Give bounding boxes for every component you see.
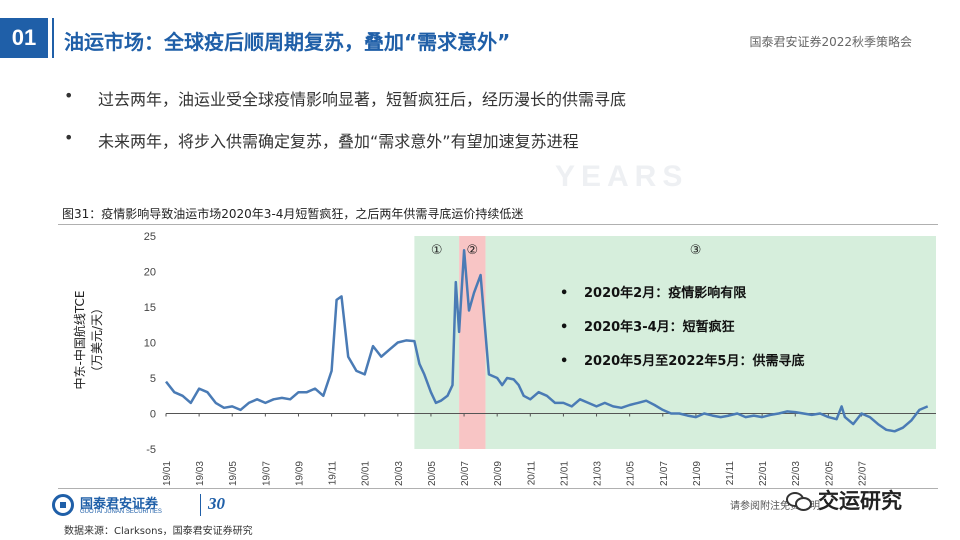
x-tick-label: 22/01 [758,461,769,486]
tce-series-line [165,248,929,433]
footer-divider [58,488,938,489]
bullet-item: • 过去两年，油运业受全球疫情影响显著，短暂疯狂后，经历漫长的供需寻底 [64,86,626,110]
y-tick-label: 10 [144,338,156,350]
logo-name-en: GUOTAI JUNAN SECURITIES [80,509,162,515]
y-tick-label: 20 [144,267,156,279]
annotation-bullet: • [560,320,568,335]
y-tick-label: 15 [144,302,156,314]
phase-label-3: ③ [690,243,702,258]
phase-label-2: ② [467,243,479,258]
x-tick-label: 22/03 [791,461,802,486]
conference-title: 国泰君安证券2022秋季策略会 [749,35,912,49]
x-tick-label: 19/07 [261,461,272,486]
watermark: YEARS [555,160,689,193]
company-logo: 国泰君安证券 GUOTAI JUNAN SECURITIES 30 [52,492,252,518]
y-tick-label: 5 [150,373,156,385]
wechat-account-name: 交运研究 [818,489,902,513]
bullet-item: • 未来两年，将步入供需确定复苏，叠加“需求意外”有望加速复苏进程 [64,128,626,152]
logo-name-cn: 国泰君安证券 [80,497,159,512]
annotation-text: 2020年2月：疫情影响有限 [584,285,747,301]
x-tick-label: 20/07 [460,461,471,486]
x-tick-label: 21/11 [725,461,736,486]
anniversary-badge: 30 [208,494,225,513]
x-tick-label: 22/05 [824,461,835,486]
x-tick-label: 20/03 [394,461,405,486]
figure-divider [58,224,938,225]
y-axis-label: 中东-中国航线TCE [72,291,87,390]
slide-number: 01 [0,18,48,58]
x-tick-label: 22/07 [857,461,868,486]
x-tick-label: 20/09 [493,461,504,486]
y-tick-label: -5 [146,444,156,456]
data-source: 数据来源：Clarksons，国泰君安证券研究 [64,526,253,537]
y-tick-label: 25 [144,231,156,243]
x-tick-label: 20/01 [361,461,372,486]
x-tick-label: 21/01 [559,461,570,486]
logo-mark-icon [52,494,74,516]
disclaimer-text: 请参阅附注免责声明 [730,501,820,512]
y-axis-label: （万美元/天） [90,302,104,378]
x-tick-label: 19/11 [328,461,339,486]
bullet-text: 过去两年，油运业受全球疫情影响显著，短暂疯狂后，经历漫长的供需寻底 [98,90,627,109]
x-tick-label: 21/07 [659,461,670,486]
title-divider [52,18,54,58]
wechat-icon [786,492,812,511]
bullet-dot: • [64,86,74,105]
x-tick-label: 21/05 [626,461,637,486]
x-tick-label: 20/05 [427,461,438,486]
x-tick-label: 21/09 [692,461,703,486]
x-tick-label: 21/03 [593,461,604,486]
logo-separator [200,494,201,516]
bullet-dot: • [64,128,74,147]
x-tick-label: 19/03 [195,461,206,486]
annotation-bullet: • [560,286,568,301]
slide-title: 油运市场：全球疫后顺周期复苏，叠加“需求意外” [64,30,511,54]
bullet-text: 未来两年，将步入供需确定复苏，叠加“需求意外”有望加速复苏进程 [98,132,579,151]
bullet-list: • 过去两年，油运业受全球疫情影响显著，短暂疯狂后，经历漫长的供需寻底 • 未来… [64,86,626,170]
wechat-watermark: 交运研究 [786,485,902,515]
y-tick-label: 0 [150,409,156,421]
annotation-text: 2020年5月至2022年5月：供需寻底 [584,353,804,369]
figure-title: 图31：疫情影响导致油运市场2020年3-4月短暂疯狂，之后两年供需寻底运价持续… [62,207,524,221]
phase-band-1 [414,236,460,449]
x-tick-label: 19/05 [228,461,239,486]
phase-label-1: ① [431,243,443,258]
annotation-bullet: • [560,354,568,369]
x-tick-label: 19/01 [162,461,173,486]
annotation-text: 2020年3-4月：短暂疯狂 [584,319,735,335]
x-tick-label: 19/09 [294,461,305,486]
x-tick-label: 20/11 [526,461,537,486]
